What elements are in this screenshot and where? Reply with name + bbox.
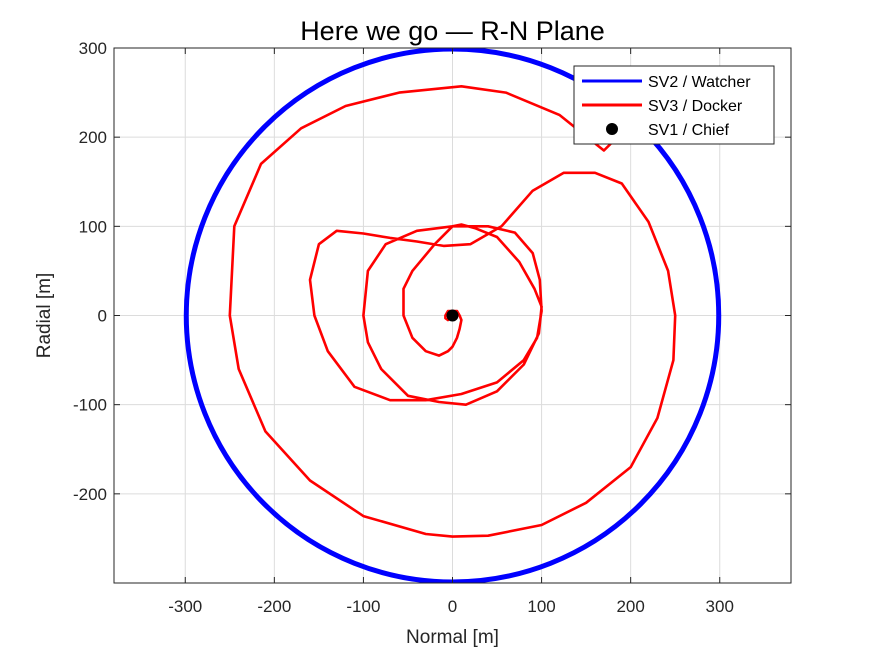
chief-marker xyxy=(446,309,459,322)
y-tick-label: 100 xyxy=(79,217,107,236)
x-tick-label: 200 xyxy=(616,597,644,616)
chart-title: Here we go — R-N Plane xyxy=(300,16,605,46)
x-tick-label: 0 xyxy=(448,597,457,616)
y-tick-label: 200 xyxy=(79,128,107,147)
y-tick-label: -100 xyxy=(73,396,107,415)
legend-entry: SV2 / Watcher xyxy=(648,74,751,91)
legend-entry: SV3 / Docker xyxy=(648,98,743,115)
x-tick-label: -100 xyxy=(346,597,380,616)
legend-marker xyxy=(606,123,618,135)
x-tick-label: -200 xyxy=(257,597,291,616)
x-tick-label: -300 xyxy=(168,597,202,616)
x-tick-label: 300 xyxy=(706,597,734,616)
y-tick-label: 0 xyxy=(98,307,107,326)
y-axis-label: Radial [m] xyxy=(34,273,55,359)
x-axis-label: Normal [m] xyxy=(406,627,499,648)
legend-entry: SV1 / Chief xyxy=(648,122,729,139)
docker-trajectory xyxy=(228,85,677,538)
legend: SV2 / Watcher SV3 / Docker SV1 / Chief xyxy=(573,65,775,145)
x-tick-label: 100 xyxy=(527,597,555,616)
y-tick-label: 300 xyxy=(79,39,107,58)
axis-ticks: -300 -200 -100 0 100 200 300 -200 -100 0 100 200 300 xyxy=(73,39,791,616)
y-tick-label: -200 xyxy=(73,485,107,504)
